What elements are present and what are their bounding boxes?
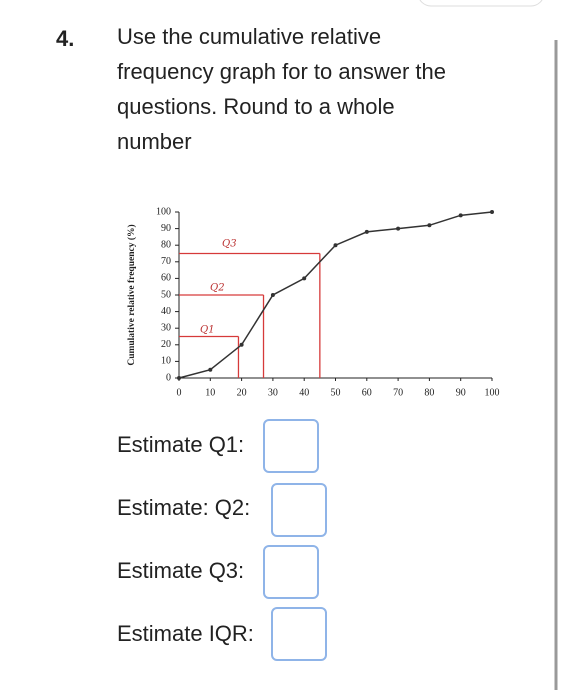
answer-label: Estimate Q3: [117, 558, 244, 583]
y-tick-label: 90 [161, 223, 171, 234]
question-text: number [117, 129, 192, 154]
x-tick-label: 90 [456, 387, 466, 398]
point [427, 223, 432, 228]
answer-input[interactable] [263, 545, 319, 599]
x-tick-label: 20 [237, 387, 247, 398]
point [177, 376, 181, 380]
x-tick-label: 40 [299, 387, 309, 398]
question-number: 4. [56, 26, 74, 51]
x-tick-label: 60 [362, 387, 372, 398]
question-text: Use the cumulative relative [117, 24, 381, 49]
handwritten-label: Q2 [210, 283, 225, 294]
point [490, 210, 494, 214]
y-tick-label: 30 [161, 322, 171, 333]
point [208, 367, 213, 372]
y-tick-label: 0 [166, 372, 171, 383]
point [302, 276, 307, 281]
y-axis-label: Cumulative relative frequency (%) [126, 224, 137, 365]
y-tick-label: 80 [161, 239, 171, 250]
handwritten-label: Q1 [200, 325, 215, 336]
answer-label: Estimate Q1: [117, 432, 244, 457]
x-tick-label: 50 [331, 387, 341, 398]
answer-label: Estimate: Q2: [117, 495, 250, 520]
y-tick-label: 20 [161, 339, 171, 350]
y-tick-label: 60 [161, 273, 171, 284]
y-tick-label: 10 [161, 356, 171, 367]
y-tick-label: 50 [161, 289, 171, 300]
answer-input[interactable] [271, 607, 327, 661]
question-text: frequency graph for to answer the [117, 59, 446, 84]
point [364, 229, 369, 234]
handwritten-label: Q3 [222, 239, 237, 250]
point [396, 226, 401, 231]
answer-label: Estimate IQR: [117, 621, 254, 646]
x-tick-label: 80 [424, 387, 434, 398]
x-tick-label: 100 [485, 387, 500, 398]
point [239, 342, 244, 347]
x-tick-label: 10 [205, 387, 215, 398]
x-tick-label: 30 [268, 387, 278, 398]
answer-input[interactable] [263, 419, 319, 473]
top-control [419, 0, 543, 7]
point [270, 293, 275, 297]
question-text: questions. Round to a whole [117, 94, 395, 119]
answer-input[interactable] [271, 483, 327, 537]
y-tick-label: 40 [161, 306, 171, 317]
x-tick-label: 0 [177, 387, 182, 398]
y-tick-label: 70 [161, 256, 171, 267]
point [458, 213, 463, 218]
x-tick-label: 70 [393, 387, 403, 398]
y-tick-label: 100 [156, 206, 171, 217]
point [333, 243, 338, 248]
